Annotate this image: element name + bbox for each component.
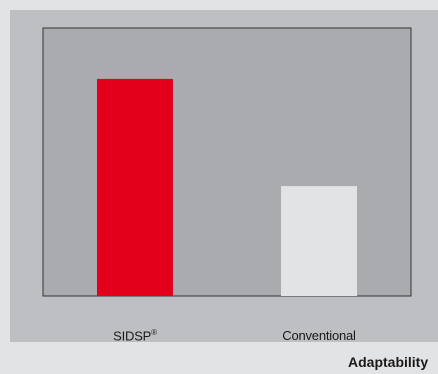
bar-sidsp xyxy=(97,78,173,297)
x-tick-label: SIDSP® xyxy=(113,328,157,344)
chart-caption: Adaptability xyxy=(348,354,429,370)
chart-panel: SIDSP® Conventional xyxy=(10,10,438,344)
bar-chart xyxy=(42,27,412,297)
x-tick-label: Conventional xyxy=(282,328,356,343)
bar-conventional xyxy=(281,186,357,296)
